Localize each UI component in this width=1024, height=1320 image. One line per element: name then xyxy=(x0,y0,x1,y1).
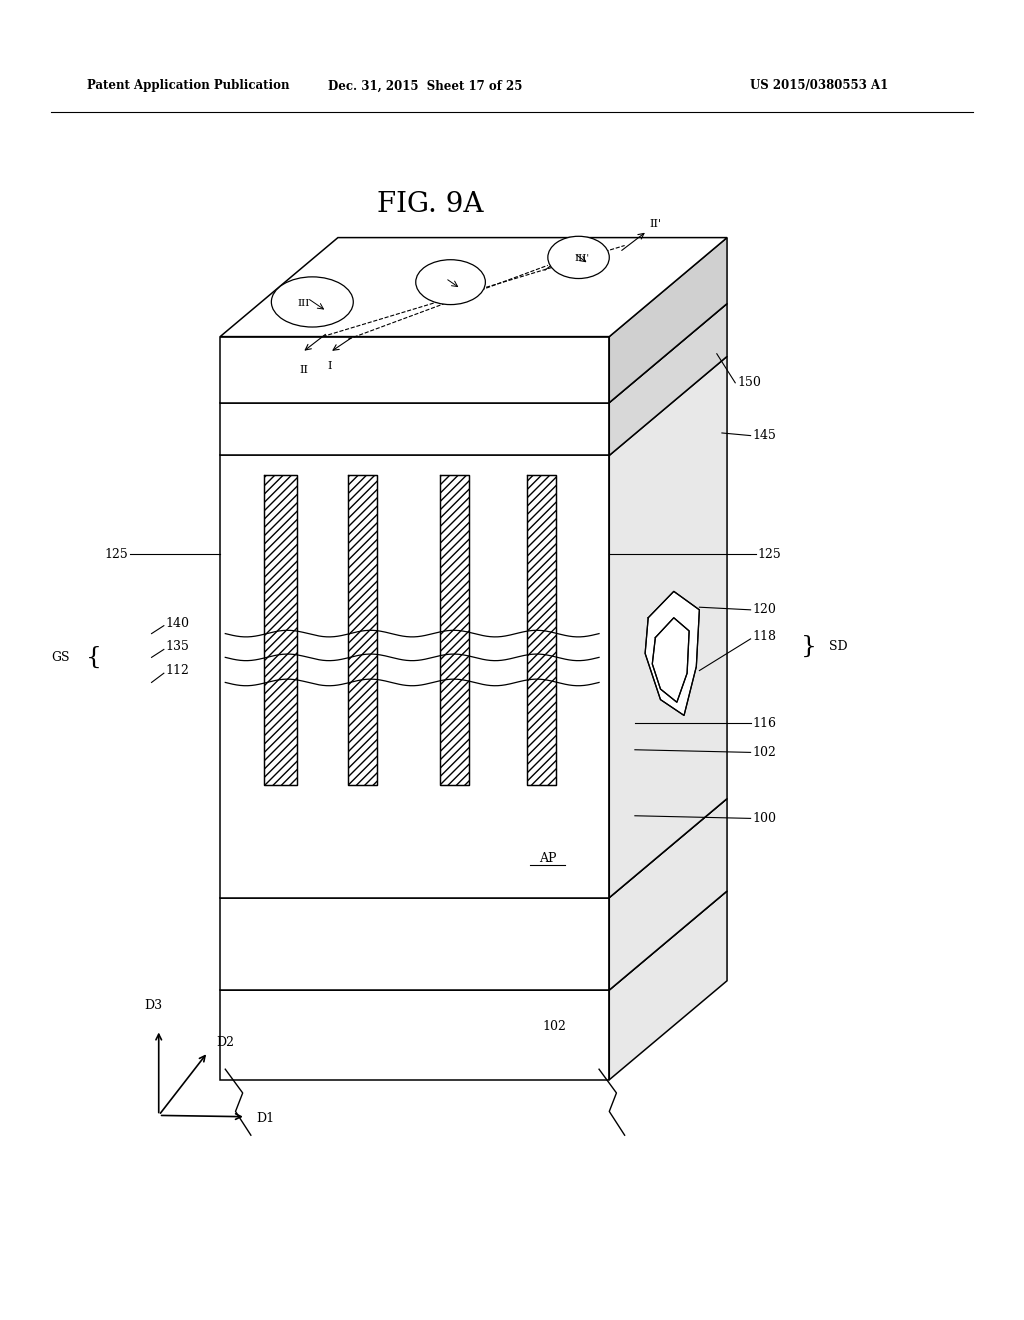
Text: GS: GS xyxy=(51,651,70,664)
Polygon shape xyxy=(220,990,609,1080)
Polygon shape xyxy=(220,337,609,403)
Text: III': III' xyxy=(574,255,589,263)
Text: 120: 120 xyxy=(753,603,776,616)
Ellipse shape xyxy=(271,277,353,327)
Text: I': I' xyxy=(572,242,581,252)
Polygon shape xyxy=(220,891,727,990)
Polygon shape xyxy=(609,304,727,455)
Text: 112: 112 xyxy=(166,664,189,677)
Text: SD: SD xyxy=(829,640,848,653)
Polygon shape xyxy=(220,238,727,337)
Text: 102: 102 xyxy=(543,1020,566,1034)
Polygon shape xyxy=(645,591,699,715)
Text: }: } xyxy=(801,635,817,659)
Polygon shape xyxy=(220,403,609,455)
Polygon shape xyxy=(609,891,727,1080)
Text: 150: 150 xyxy=(737,376,761,389)
Text: FIG. 9A: FIG. 9A xyxy=(377,191,483,218)
Polygon shape xyxy=(440,475,469,785)
Text: Patent Application Publication: Patent Application Publication xyxy=(87,79,290,92)
Text: 140: 140 xyxy=(166,616,189,630)
Text: 118: 118 xyxy=(753,630,776,643)
Polygon shape xyxy=(652,618,689,702)
Polygon shape xyxy=(348,475,377,785)
Text: II: II xyxy=(300,364,308,375)
Text: 125: 125 xyxy=(104,548,128,561)
Polygon shape xyxy=(609,799,727,990)
Polygon shape xyxy=(527,475,556,785)
Text: {: { xyxy=(86,645,102,669)
Polygon shape xyxy=(609,238,727,403)
Text: 116: 116 xyxy=(753,717,776,730)
Text: II': II' xyxy=(649,219,662,230)
Text: US 2015/0380553 A1: US 2015/0380553 A1 xyxy=(750,79,889,92)
Ellipse shape xyxy=(416,260,485,305)
Text: 100: 100 xyxy=(753,812,776,825)
Polygon shape xyxy=(220,304,727,403)
Text: 102: 102 xyxy=(753,746,776,759)
Text: 145: 145 xyxy=(753,429,776,442)
Text: D1: D1 xyxy=(256,1111,274,1125)
Polygon shape xyxy=(220,455,609,898)
Text: Dec. 31, 2015  Sheet 17 of 25: Dec. 31, 2015 Sheet 17 of 25 xyxy=(328,79,522,92)
Text: 125: 125 xyxy=(758,548,781,561)
Polygon shape xyxy=(264,475,297,785)
Polygon shape xyxy=(220,898,609,990)
Polygon shape xyxy=(609,356,727,898)
Polygon shape xyxy=(220,799,727,898)
Text: I: I xyxy=(328,360,332,371)
Text: D2: D2 xyxy=(216,1036,234,1049)
Text: AP: AP xyxy=(539,851,557,865)
Text: 135: 135 xyxy=(166,640,189,653)
Text: III: III xyxy=(298,298,310,308)
Ellipse shape xyxy=(548,236,609,279)
Text: D3: D3 xyxy=(144,999,163,1012)
